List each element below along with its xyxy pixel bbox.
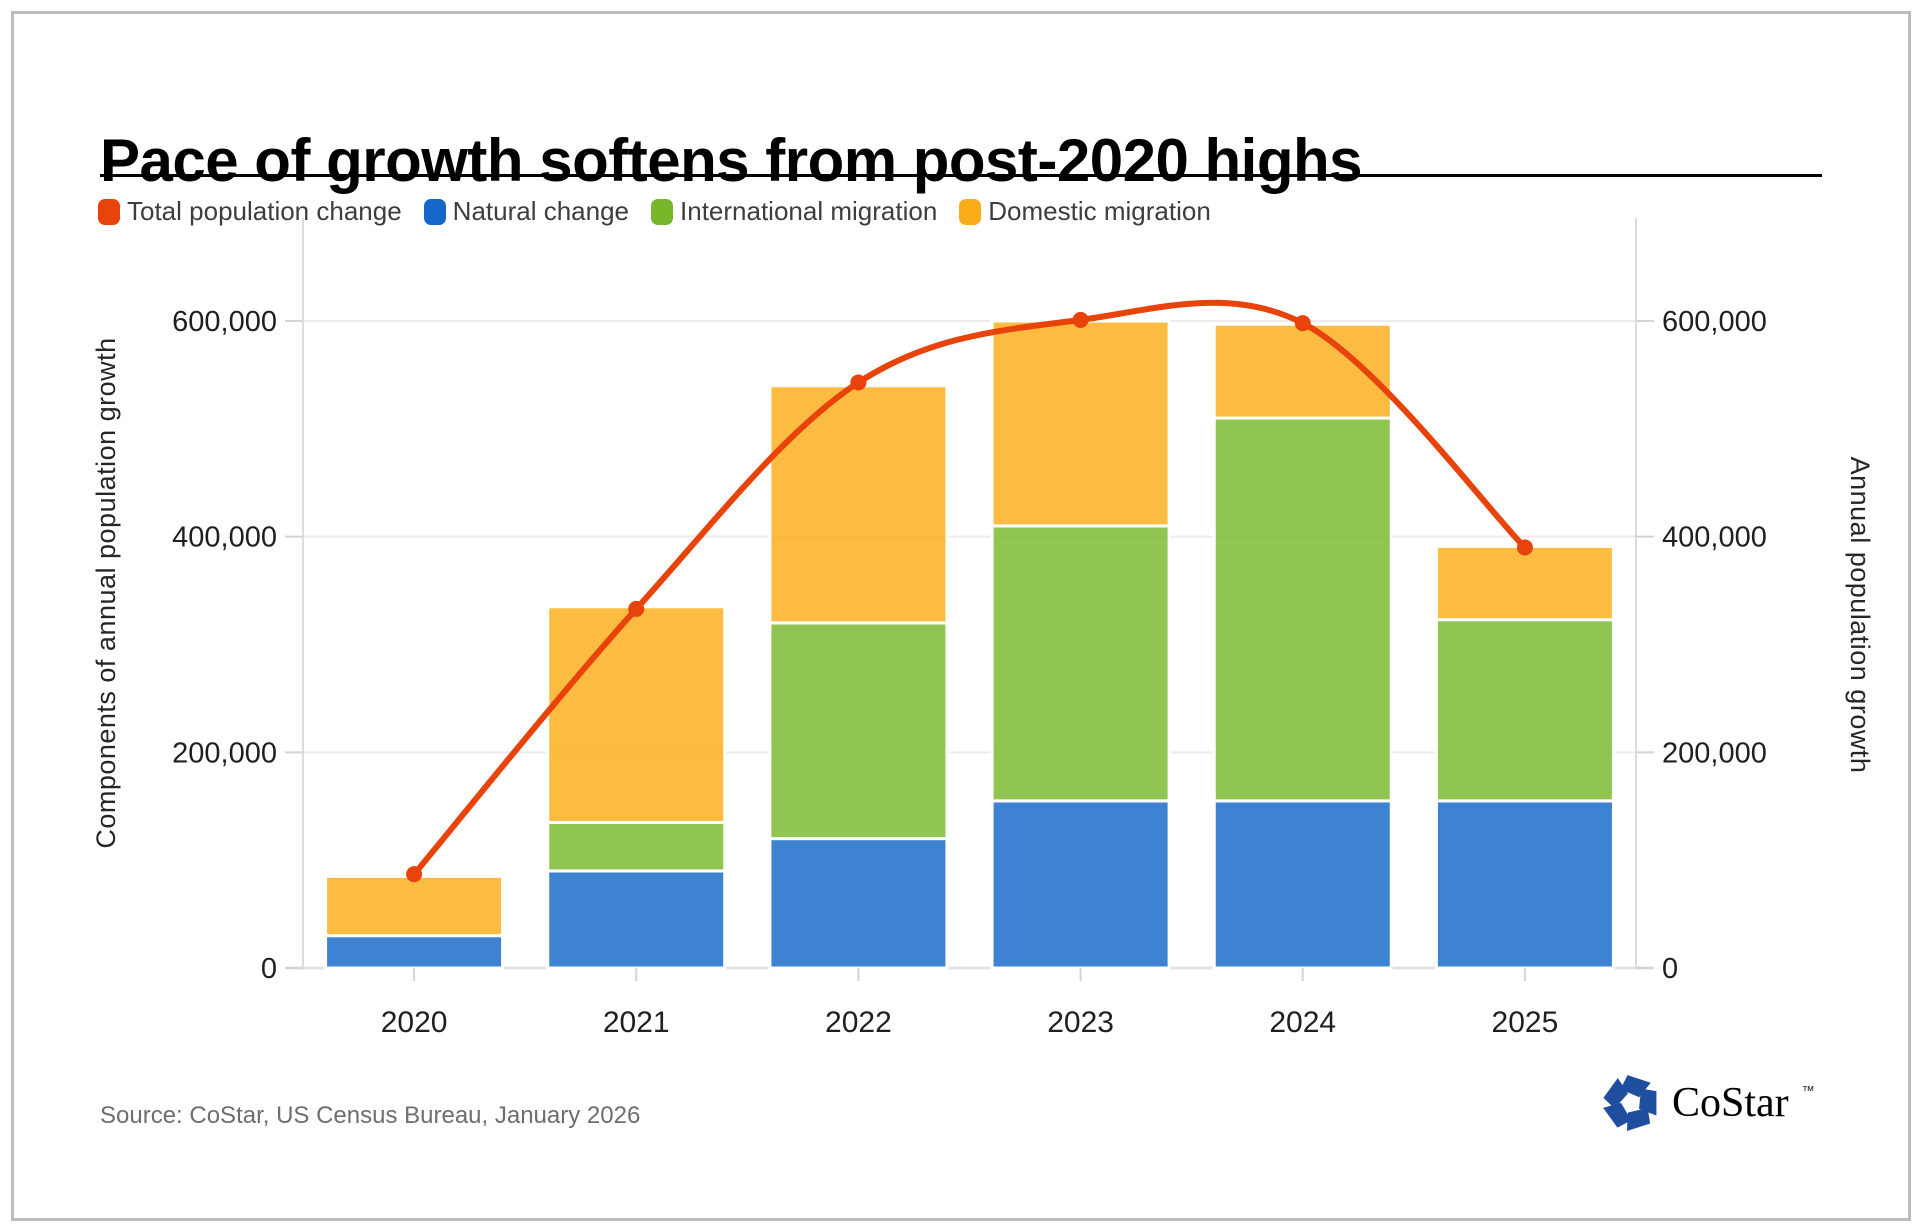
legend-item-natural-change: Natural change: [423, 196, 630, 227]
chart-title: Pace of growth softens from post-2020 hi…: [100, 127, 1363, 195]
bar-segment-2020-natural-change: [324, 934, 505, 970]
y-tick-label-right: 600,000: [1662, 306, 1767, 338]
legend-label: Natural change: [452, 196, 630, 226]
x-tick-label-2020: 2020: [381, 1006, 448, 1039]
line-marker-2025: [1516, 539, 1533, 556]
legend-swatch-domestic-migration: [959, 198, 982, 225]
legend-swatch-international-migration: [651, 198, 674, 225]
y-tick-label-right: 200,000: [1662, 737, 1767, 769]
bar-segment-2020-domestic-migration: [324, 874, 505, 938]
costar-pinwheel-icon: [1603, 1075, 1657, 1132]
x-tick-label-2025: 2025: [1492, 1006, 1559, 1039]
bar-segment-2021-natural-change: [546, 869, 727, 970]
source-note: Source: CoStar, US Census Bureau, Januar…: [100, 1102, 641, 1129]
y-tick-label-right: 0: [1662, 953, 1678, 985]
legend-label: International migration: [680, 196, 938, 226]
x-tick-label-2023: 2023: [1047, 1006, 1114, 1039]
trademark-symbol: ™: [1801, 1082, 1815, 1098]
bar-segment-2022-international-migration: [768, 621, 949, 841]
bar-segment-2023-domestic-migration: [990, 319, 1171, 528]
bar-segment-2021-international-migration: [546, 820, 727, 873]
pinwheel-blade: [1639, 1088, 1657, 1116]
bar-segment-2025-international-migration: [1434, 618, 1615, 803]
legend-item-international-migration: International migration: [651, 196, 937, 227]
bar-segment-2022-natural-change: [768, 837, 949, 970]
bar-segment-2023-international-migration: [990, 524, 1171, 803]
bar-segment-2025-natural-change: [1434, 799, 1615, 970]
x-tick-label-2022: 2022: [825, 1006, 892, 1039]
y-tick-label-left: 400,000: [172, 522, 277, 554]
line-marker-2024: [1294, 315, 1311, 332]
bar-segment-2024-international-migration: [1212, 416, 1393, 803]
line-marker-2023: [1072, 311, 1089, 328]
bar-segment-2025-domestic-migration: [1434, 544, 1615, 622]
y-tick-label-left: 600,000: [172, 306, 277, 338]
bar-segment-2024-natural-change: [1212, 799, 1393, 970]
legend-label: Domestic migration: [988, 196, 1211, 226]
line-marker-2021: [628, 600, 645, 617]
title-underline: [100, 174, 1822, 177]
pinwheel-blade: [1603, 1102, 1632, 1128]
x-tick-label-2021: 2021: [603, 1006, 670, 1039]
bar-segment-2021-domestic-migration: [546, 605, 727, 824]
y-tick-label-right: 400,000: [1662, 522, 1767, 554]
left-axis-title: Components of annual population growth: [91, 337, 121, 848]
legend-label: Total population change: [127, 196, 402, 226]
bar-segment-2022-domestic-migration: [768, 384, 949, 625]
legend: Total population change Natural change Int…: [98, 196, 1211, 227]
line-marker-2022: [850, 374, 867, 391]
right-axis-title: Annual population growth: [1845, 457, 1875, 774]
y-tick-label-left: 200,000: [172, 737, 277, 769]
line-marker-2020: [406, 866, 423, 883]
costar-logo: CoStar ™: [1602, 1074, 1815, 1132]
bar-segment-2024-domestic-migration: [1212, 322, 1393, 420]
legend-swatch-total-population-change: [98, 198, 120, 225]
pinwheel-blade: [1626, 1108, 1651, 1132]
y-tick-label-left: 0: [261, 953, 277, 985]
legend-item-total-population-change: Total population change: [98, 196, 402, 227]
legend-swatch-natural-change: [423, 198, 446, 225]
pinwheel-blade: [1603, 1077, 1628, 1109]
legend-item-domestic-migration: Domestic migration: [959, 196, 1211, 227]
line-total-population-change: [411, 299, 1528, 878]
x-tick-label-2024: 2024: [1269, 1006, 1336, 1039]
costar-logo-text: CoStar: [1672, 1080, 1789, 1126]
bar-segment-2023-natural-change: [990, 799, 1171, 970]
